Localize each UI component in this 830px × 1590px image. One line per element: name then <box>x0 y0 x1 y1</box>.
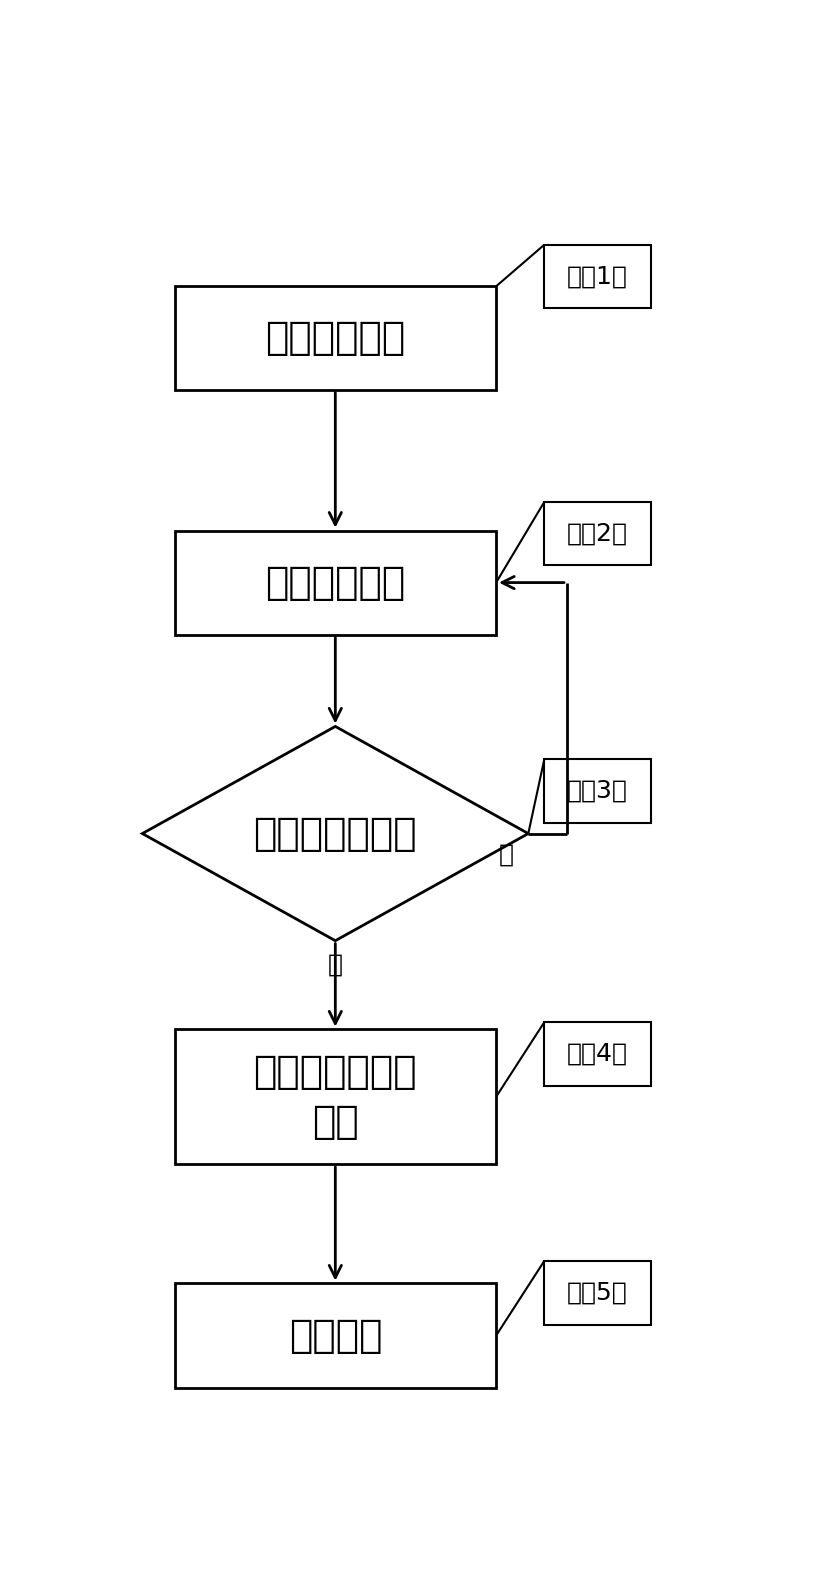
Text: 输出并保存测试
数据: 输出并保存测试 数据 <box>253 1053 417 1140</box>
Text: 步骤2）: 步骤2） <box>567 522 628 545</box>
Bar <box>544 1261 651 1324</box>
Polygon shape <box>143 727 529 941</box>
Bar <box>544 758 651 822</box>
Text: 步骤4）: 步骤4） <box>567 1041 628 1065</box>
Bar <box>174 1283 496 1388</box>
Text: 调节测试环境: 调节测试环境 <box>266 318 405 356</box>
Bar <box>544 245 651 308</box>
Bar <box>544 502 651 566</box>
Text: 步骤1）: 步骤1） <box>567 264 627 288</box>
Text: 加载测试压力: 加载测试压力 <box>266 563 405 601</box>
Bar <box>174 286 496 390</box>
Text: 步骤3）: 步骤3） <box>567 779 627 803</box>
Bar <box>544 1022 651 1086</box>
Text: 压力是否最大化: 压力是否最大化 <box>253 814 417 852</box>
Text: 否: 否 <box>498 843 513 867</box>
Bar <box>174 531 496 634</box>
Text: 步骤5）: 步骤5） <box>567 1280 627 1305</box>
Text: 卸载压力: 卸载压力 <box>289 1317 382 1355</box>
Bar <box>174 1029 496 1164</box>
Text: 是: 是 <box>328 952 343 976</box>
